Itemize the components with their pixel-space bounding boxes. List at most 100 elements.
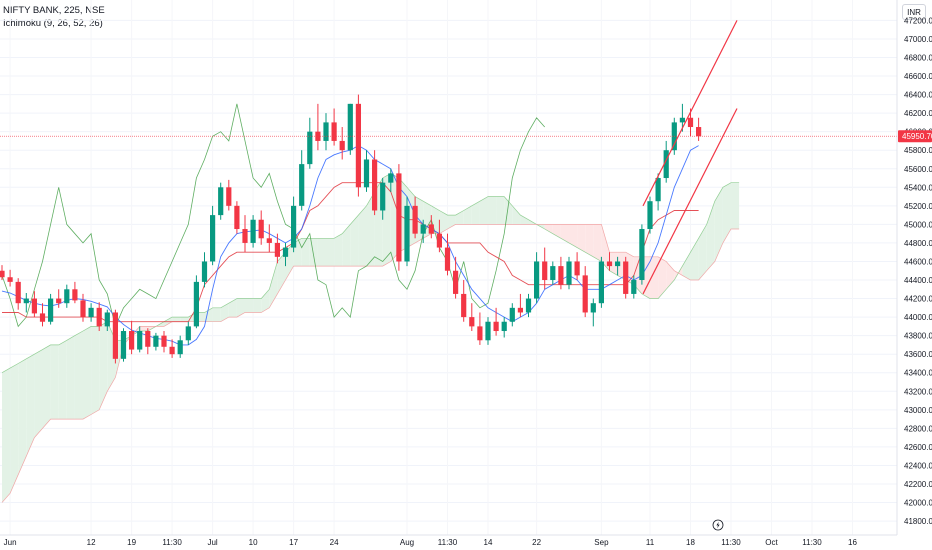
candle-body: [542, 261, 548, 281]
candle-body: [282, 247, 289, 257]
cloud-segment: [212, 307, 221, 322]
cloud-segment: [277, 252, 286, 294]
cloud-segment: [74, 331, 83, 420]
cloud-segment: [180, 317, 189, 322]
cloud-segment: [722, 182, 731, 243]
cloud-segment: [609, 252, 618, 276]
cloud-segment: [228, 298, 237, 318]
candle-body: [396, 173, 402, 262]
candle-body: [266, 238, 272, 243]
cloud-segment: [666, 261, 675, 290]
time-tick-label: Oct: [765, 538, 778, 547]
price-tick-label: 46400.00: [904, 91, 932, 100]
candle-body: [153, 335, 159, 347]
cloud-segment: [301, 238, 310, 267]
cloud-segment: [520, 215, 529, 225]
cloud-segment: [439, 210, 448, 234]
price-tick-label: 44200.00: [904, 295, 932, 304]
cloud-segment: [66, 335, 75, 420]
time-tick-label: 11:30: [721, 538, 741, 547]
candle-body: [404, 205, 410, 262]
cloud-segment: [317, 238, 326, 267]
time-tick-label: 11: [646, 538, 655, 547]
candle-body: [420, 224, 426, 234]
candle-body: [177, 340, 183, 355]
cloud-segment: [245, 298, 254, 313]
time-tick-label: 11:30: [162, 538, 182, 547]
candle-body: [566, 261, 572, 285]
candle-body: [687, 117, 694, 128]
cloud-segment: [544, 224, 553, 234]
time-tick-label: 11:30: [802, 538, 822, 547]
candle-body: [161, 335, 167, 347]
cloud-segment: [682, 252, 691, 281]
cloud-segment: [577, 224, 586, 253]
time-tick-label: 11:30: [438, 538, 458, 547]
candle-body: [412, 205, 418, 234]
cloud-segment: [334, 233, 343, 267]
candle-body: [550, 266, 556, 281]
candle-body: [679, 117, 685, 123]
price-tick-label: 45000.00: [904, 220, 932, 229]
time-tick-label: 10: [249, 538, 258, 547]
time-tick-label: 19: [127, 538, 136, 547]
candle-body: [509, 307, 515, 322]
candle-body: [88, 307, 94, 318]
ichimoku-cloud: [2, 173, 740, 503]
time-tick-label: 12: [87, 538, 96, 547]
cloud-segment: [139, 326, 148, 332]
price-tick-label: 45600.00: [904, 165, 932, 174]
candle-body: [647, 201, 653, 230]
price-tick-label: 44600.00: [904, 257, 932, 266]
candle-body: [477, 326, 483, 341]
candle-body: [307, 131, 313, 165]
candle-body: [623, 261, 629, 294]
candle-body: [372, 159, 378, 211]
candle-body: [655, 178, 661, 202]
price-tick-label: 42400.00: [904, 461, 932, 470]
overlay: [0, 20, 897, 531]
cloud-segment: [585, 224, 594, 257]
last-price-label: 45950.70: [902, 132, 932, 141]
cloud-segment: [83, 326, 92, 420]
cloud-segment: [358, 205, 367, 267]
price-tick-label: 43600.00: [904, 350, 932, 359]
candles: [0, 94, 702, 364]
cloud-segment: [706, 201, 715, 271]
cloud-segment: [690, 238, 699, 281]
candle-body: [517, 307, 523, 313]
symbol-title[interactable]: NIFTY BANK, 225, NSE: [3, 5, 105, 16]
candle-body: [347, 103, 353, 151]
cloud-segment: [569, 224, 578, 248]
candle-body: [444, 247, 451, 271]
candle-body: [485, 321, 491, 341]
candle-body: [428, 224, 434, 234]
indicator-title[interactable]: Ichimoku (9, 26, 52, 26): [3, 18, 103, 29]
cloud-segment: [99, 321, 108, 410]
candle-body: [323, 122, 329, 141]
candle-body: [299, 164, 305, 206]
cloud-segment: [26, 354, 35, 457]
time-tick-label: 16: [848, 538, 857, 547]
candle-body: [493, 321, 499, 332]
time-tick-label: 18: [686, 538, 695, 547]
price-tick-label: 47000.00: [904, 35, 932, 44]
candle-body: [558, 266, 564, 285]
currency-badge[interactable]: INR: [902, 4, 926, 20]
candle-body: [0, 270, 5, 278]
candle-body: [501, 321, 507, 332]
candle-body: [201, 261, 208, 282]
cloud-segment: [731, 182, 740, 230]
candle-body: [137, 331, 143, 350]
candle-body: [120, 331, 127, 359]
candle-body: [104, 312, 110, 327]
price-tick-label: 46600.00: [904, 72, 932, 81]
cloud-segment: [342, 224, 351, 267]
candle-body: [663, 150, 669, 179]
time-tick-label: 22: [532, 538, 541, 547]
cloud-segment: [253, 298, 262, 313]
candle-body: [639, 229, 645, 281]
candle-body: [258, 219, 264, 239]
candle-body: [606, 261, 613, 267]
